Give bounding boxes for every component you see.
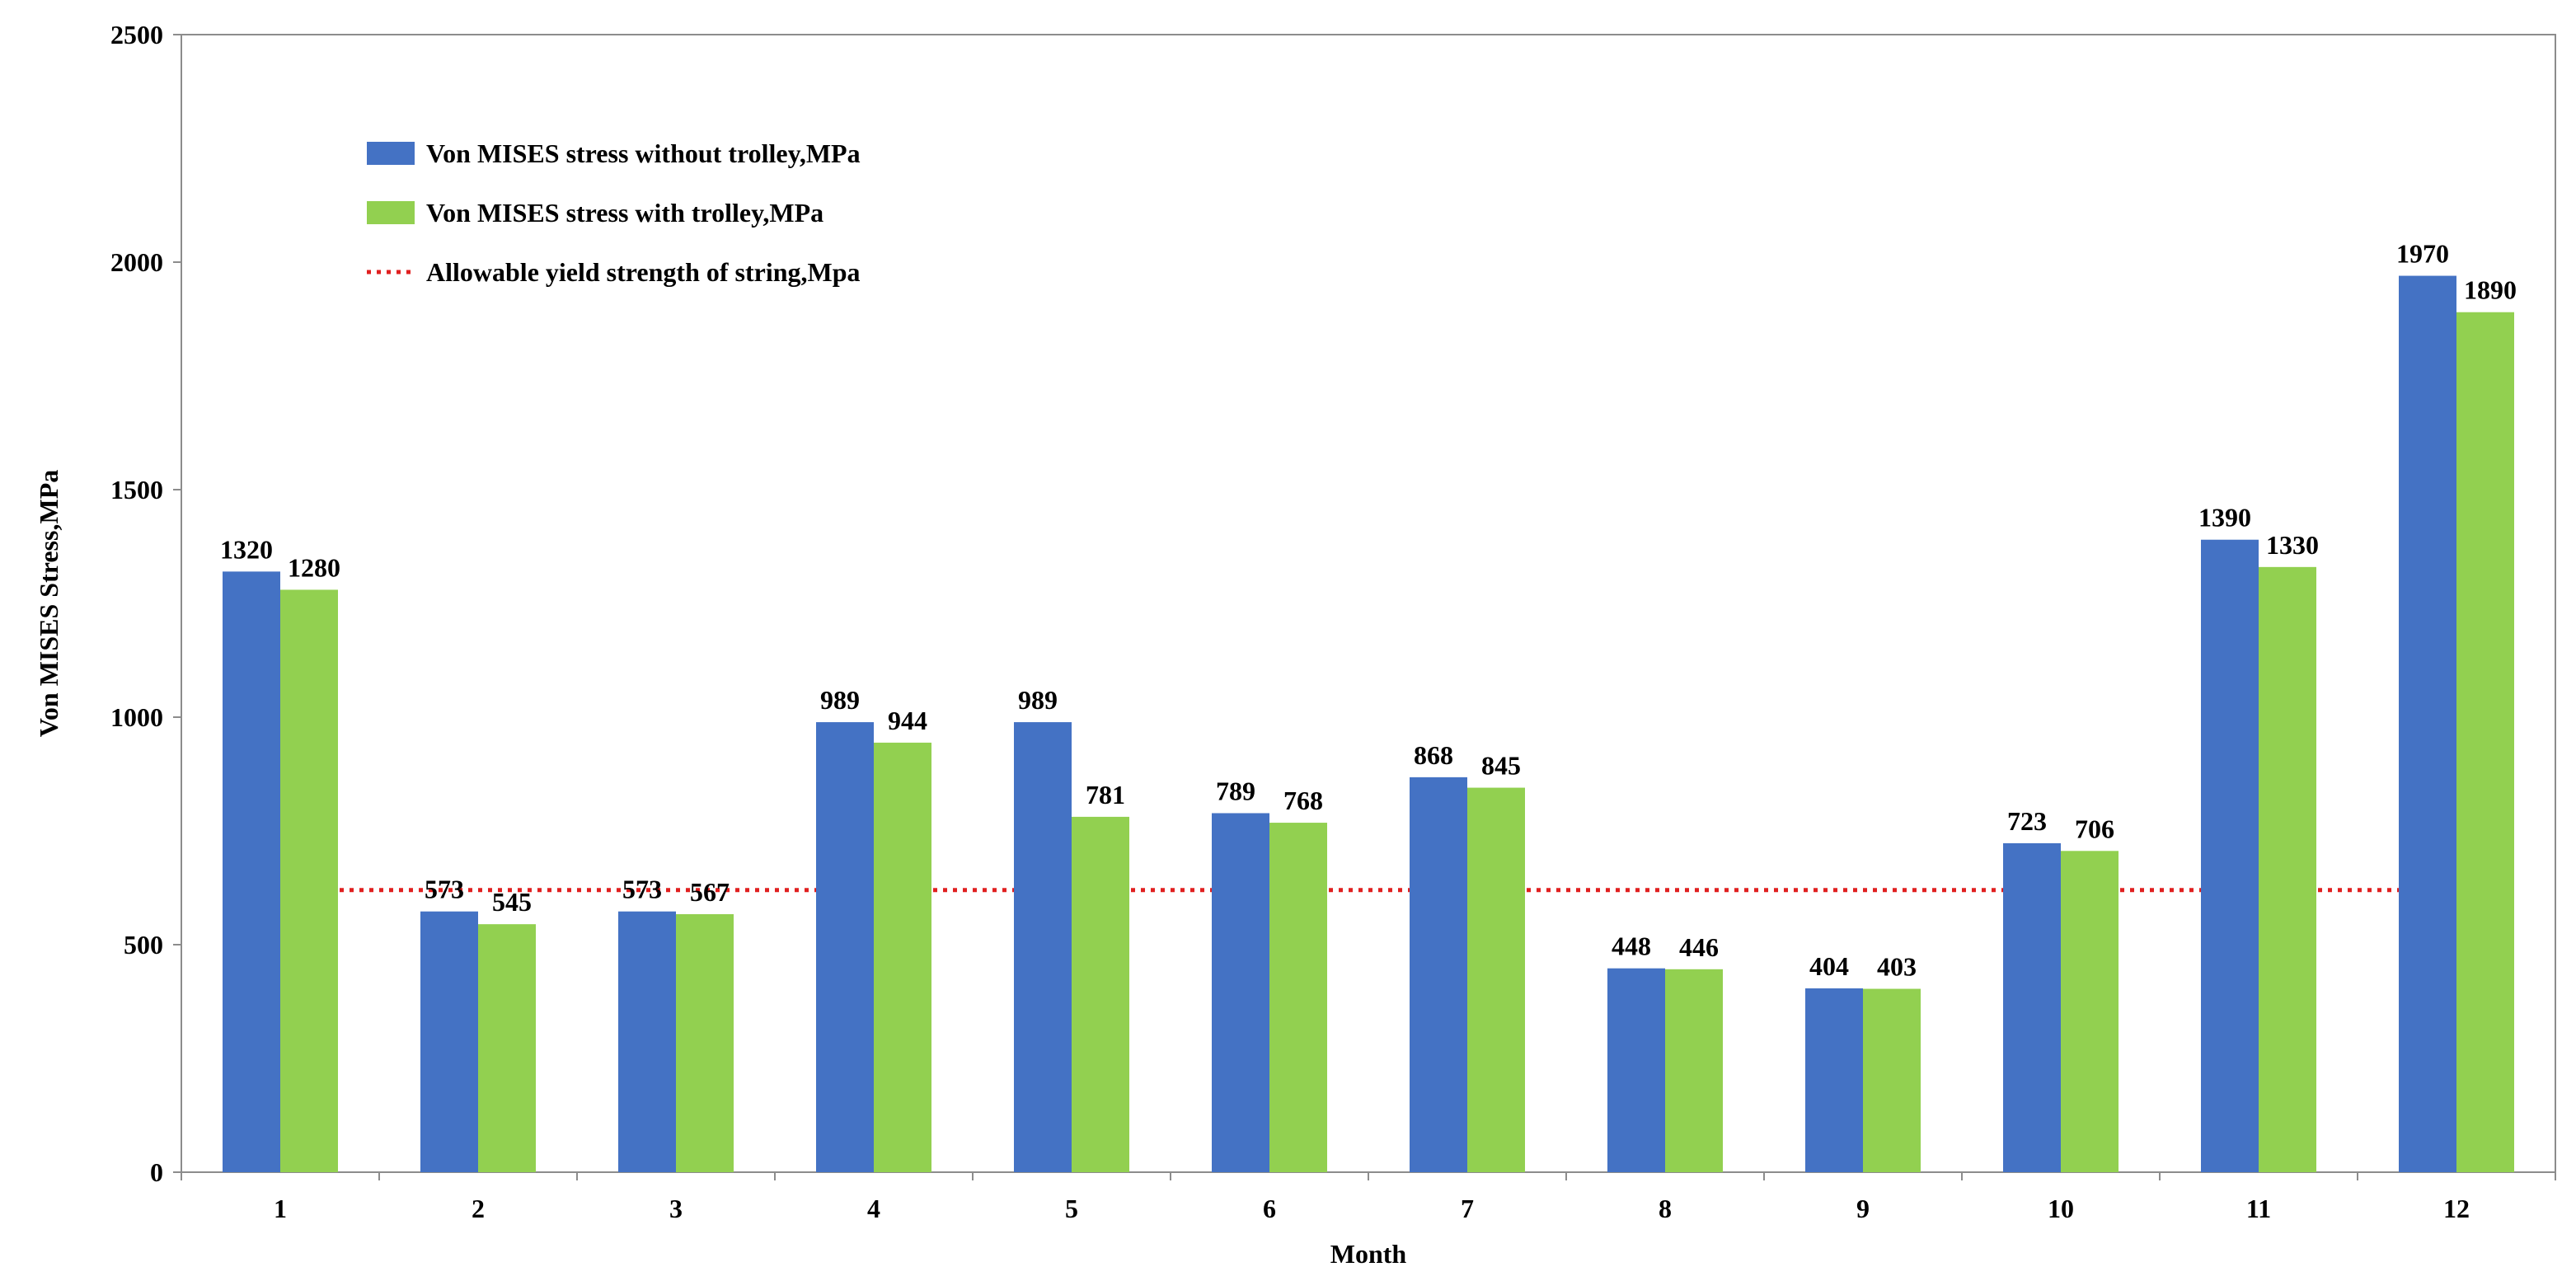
- legend-label-allowable-yield: Allowable yield strength of string,Mpa: [426, 257, 861, 287]
- x-tick-label: 11: [2246, 1194, 2271, 1223]
- data-label-with-trolley: 768: [1283, 786, 1323, 815]
- data-label-without-trolley: 789: [1216, 776, 1255, 805]
- bar-with-trolley: [1072, 816, 1129, 1172]
- data-label-without-trolley: 1970: [2396, 239, 2449, 269]
- legend-swatch-with-trolley: [367, 201, 415, 224]
- bar-without-trolley: [1607, 968, 1665, 1172]
- x-tick-label: 8: [1659, 1194, 1672, 1223]
- y-tick-label: 0: [150, 1157, 163, 1187]
- x-tick-label: 6: [1263, 1194, 1276, 1223]
- bar-with-trolley: [280, 589, 338, 1172]
- bar-with-trolley: [676, 914, 734, 1172]
- data-label-without-trolley: 573: [622, 875, 662, 904]
- bar-without-trolley: [1805, 988, 1863, 1172]
- bar-with-trolley: [1269, 823, 1327, 1172]
- y-axis-ticks: 0 500 1000 1500 2000 2500: [110, 20, 181, 1187]
- data-label-with-trolley: 567: [690, 877, 730, 907]
- legend-label-without-trolley: Von MISES stress without trolley,MPa: [426, 138, 861, 168]
- data-label-without-trolley: 448: [1612, 931, 1651, 961]
- x-tick-label: 1: [274, 1194, 287, 1223]
- data-label-with-trolley: 446: [1679, 932, 1719, 962]
- bars-layer: [223, 275, 2514, 1173]
- x-tick-label: 12: [2443, 1194, 2470, 1223]
- legend-swatch-without-trolley: [367, 142, 415, 165]
- bar-with-trolley: [1665, 969, 1723, 1172]
- data-label-with-trolley: 1330: [2266, 530, 2319, 560]
- y-tick-label: 500: [124, 930, 163, 960]
- bar-without-trolley: [420, 911, 478, 1172]
- x-tick-label: 4: [867, 1194, 880, 1223]
- data-label-with-trolley: 403: [1877, 952, 1917, 982]
- bar-without-trolley: [618, 911, 676, 1172]
- legend: Von MISES stress without trolley,MPa Von …: [367, 138, 861, 287]
- bar-without-trolley: [223, 571, 280, 1172]
- bar-without-trolley: [1014, 722, 1072, 1172]
- data-label-without-trolley: 868: [1414, 740, 1453, 770]
- bar-with-trolley: [2259, 566, 2316, 1172]
- x-tick-label: 3: [669, 1194, 683, 1223]
- x-tick-label: 9: [1856, 1194, 1870, 1223]
- bar-without-trolley: [2201, 539, 2259, 1172]
- bar-with-trolley: [1863, 988, 1921, 1172]
- bar-without-trolley: [2003, 842, 2061, 1172]
- data-label-without-trolley: 1320: [220, 534, 273, 564]
- data-label-with-trolley: 545: [492, 887, 532, 917]
- bar-with-trolley: [874, 742, 931, 1172]
- x-tick-label: 2: [472, 1194, 485, 1223]
- data-label-with-trolley: 845: [1481, 751, 1521, 781]
- bar-with-trolley: [1467, 787, 1525, 1172]
- bar-without-trolley: [2399, 275, 2456, 1172]
- bar-without-trolley: [1410, 777, 1467, 1172]
- data-label-without-trolley: 723: [2007, 806, 2047, 836]
- x-tick-label: 7: [1461, 1194, 1474, 1223]
- data-label-with-trolley: 706: [2075, 814, 2114, 843]
- data-label-without-trolley: 573: [425, 875, 464, 904]
- data-label-without-trolley: 1390: [2198, 503, 2251, 533]
- data-label-with-trolley: 944: [888, 706, 927, 735]
- data-labels-layer: 1320 1280 573 545 573 567 989 944 989 781 789 768 86…: [220, 239, 2517, 982]
- bar-with-trolley: [2456, 312, 2514, 1173]
- bar-without-trolley: [1212, 813, 1269, 1172]
- x-tick-label: 5: [1065, 1194, 1078, 1223]
- data-label-without-trolley: 404: [1809, 951, 1849, 981]
- y-tick-label: 2500: [110, 20, 163, 49]
- bar-without-trolley: [816, 722, 874, 1172]
- x-axis-title: Month: [1330, 1239, 1407, 1269]
- bar-with-trolley: [478, 924, 536, 1172]
- y-tick-label: 1500: [110, 475, 163, 504]
- data-label-with-trolley: 1280: [288, 552, 340, 582]
- x-tick-label: 10: [2048, 1194, 2074, 1223]
- data-label-with-trolley: 781: [1086, 780, 1125, 809]
- y-tick-label: 1000: [110, 702, 163, 732]
- data-label-without-trolley: 989: [820, 685, 860, 715]
- bar-with-trolley: [2061, 851, 2119, 1172]
- data-label-with-trolley: 1890: [2464, 275, 2517, 305]
- x-axis-ticks: 1 2 3 4 5 6 7 8 9 10 11 12: [181, 1172, 2556, 1223]
- y-axis-title: Von MISES Stress,MPa: [34, 470, 63, 738]
- legend-label-with-trolley: Von MISES stress with trolley,MPa: [426, 198, 823, 228]
- y-tick-label: 2000: [110, 247, 163, 277]
- data-label-without-trolley: 989: [1018, 685, 1058, 715]
